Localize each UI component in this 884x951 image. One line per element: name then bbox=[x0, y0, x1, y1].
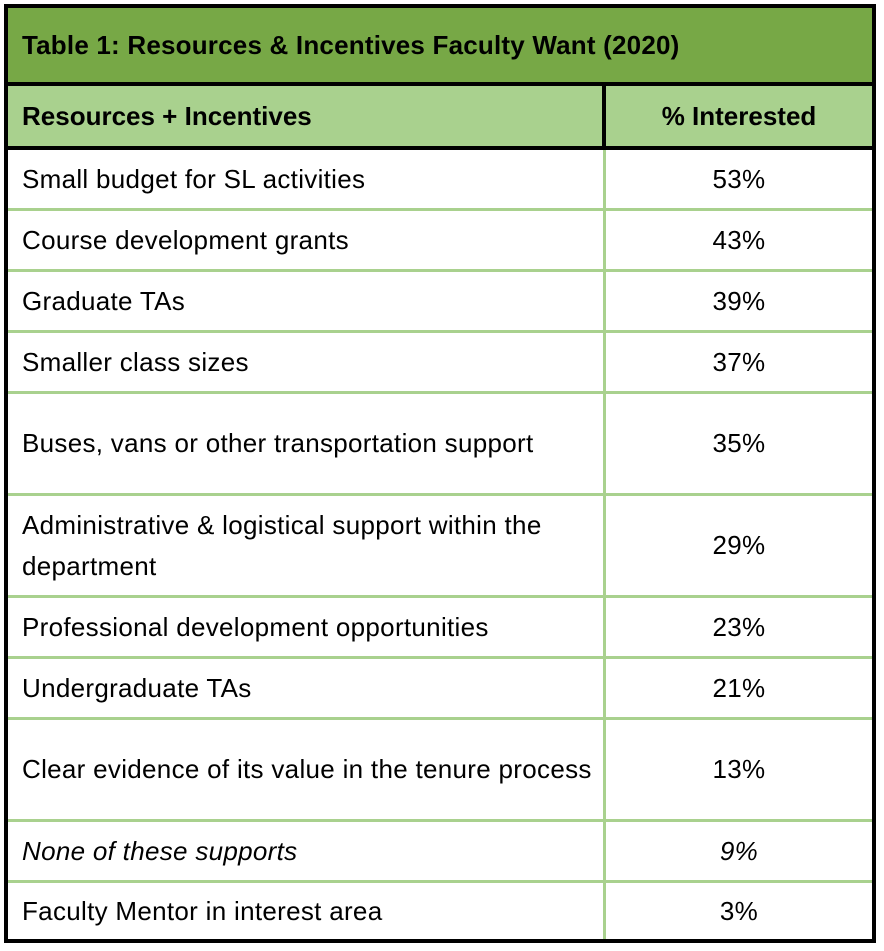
table-row: None of these supports 9% bbox=[8, 822, 872, 883]
row-label: Professional development opportunities bbox=[8, 598, 606, 656]
table-row: Clear evidence of its value in the tenur… bbox=[8, 720, 872, 822]
row-value: 21% bbox=[712, 672, 766, 703]
table-row: Professional development opportunities 23… bbox=[8, 598, 872, 659]
column-header-resources: Resources + Incentives bbox=[8, 86, 606, 146]
row-value: 9% bbox=[719, 835, 759, 866]
row-label: Clear evidence of its value in the tenur… bbox=[8, 720, 606, 819]
table-title: Table 1: Resources & Incentives Faculty … bbox=[8, 8, 872, 86]
row-label: Faculty Mentor in interest area bbox=[8, 883, 606, 939]
row-label: Small budget for SL activities bbox=[8, 150, 606, 208]
table-row: Course development grants 43% bbox=[8, 211, 872, 272]
row-label: Buses, vans or other transportation supp… bbox=[8, 394, 606, 493]
row-value: 29% bbox=[712, 530, 766, 560]
table-body: Small budget for SL activities 53% Course … bbox=[8, 150, 872, 939]
table-row: Small budget for SL activities 53% bbox=[8, 150, 872, 211]
column-header-percent: % Interested bbox=[661, 100, 817, 131]
row-label: Administrative & logistical support with… bbox=[8, 496, 606, 595]
table-row: Graduate TAs 39% bbox=[8, 272, 872, 333]
row-value: 39% bbox=[712, 285, 766, 316]
table-row: Undergraduate TAs 21% bbox=[8, 659, 872, 720]
row-value: 37% bbox=[712, 346, 766, 377]
table-row: Smaller class sizes 37% bbox=[8, 333, 872, 394]
row-value: 53% bbox=[712, 163, 766, 194]
table-row: Faculty Mentor in interest area 3% bbox=[8, 883, 872, 939]
table-row: Buses, vans or other transportation supp… bbox=[8, 394, 872, 496]
row-label: Smaller class sizes bbox=[8, 333, 606, 391]
row-label: Course development grants bbox=[8, 211, 606, 269]
row-label: Graduate TAs bbox=[8, 272, 606, 330]
row-value: 23% bbox=[712, 611, 766, 642]
row-value: 43% bbox=[712, 224, 766, 255]
row-value: 13% bbox=[712, 754, 766, 784]
row-value: 35% bbox=[712, 428, 766, 458]
table-row: Administrative & logistical support with… bbox=[8, 496, 872, 598]
table-header-row: Resources + Incentives % Interested bbox=[8, 86, 872, 150]
data-table: Table 1: Resources & Incentives Faculty … bbox=[4, 4, 876, 943]
row-label: Undergraduate TAs bbox=[8, 659, 606, 717]
row-label: None of these supports bbox=[8, 822, 606, 880]
row-value: 3% bbox=[719, 895, 759, 926]
